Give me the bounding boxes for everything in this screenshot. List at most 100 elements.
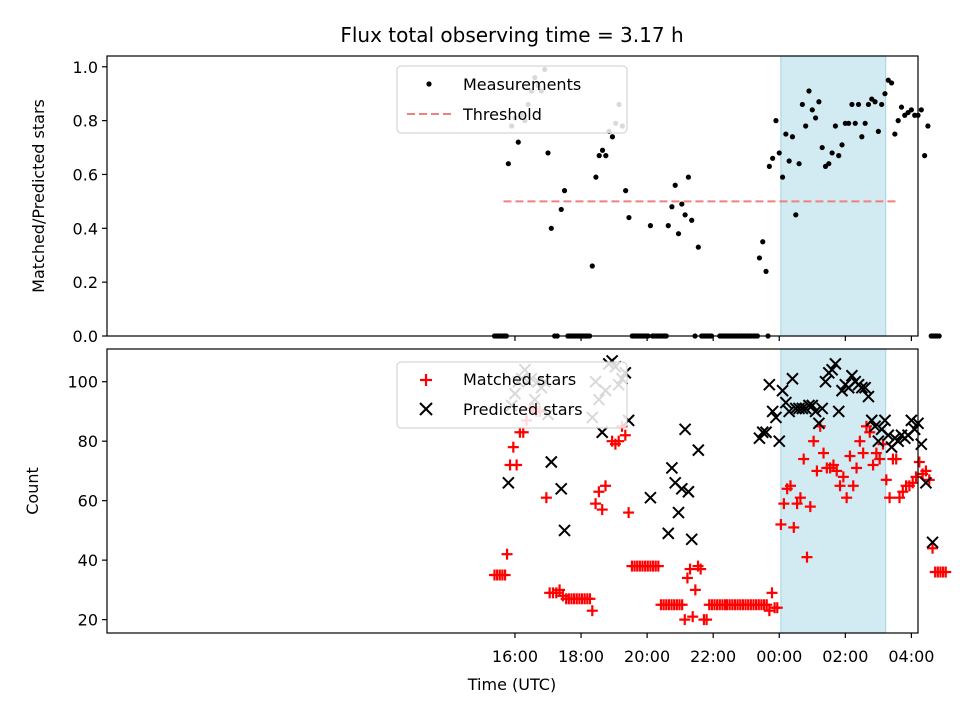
measurements-point [589,263,595,269]
matched-stars-point [593,486,605,498]
measurements-point [849,101,855,108]
matched-stars-point [890,453,902,465]
predicted-stars-point [878,414,892,427]
measurements-point [882,91,888,97]
predicted-stars-point [862,390,875,403]
matched-stars-point [586,605,598,617]
matched-stars-point [818,447,830,459]
measurements-point [689,217,695,223]
predicted-stars-point [595,426,609,439]
measurements-point [599,147,606,153]
measurements-point [623,188,629,194]
matched-stars-point [844,450,856,462]
matched-stars-point [870,447,882,459]
counts-legend: Matched stars Predicted stars [396,361,628,429]
measurements-point [603,153,609,159]
predicted-stars-point [815,402,829,415]
ratio-x-axis [514,336,912,341]
counts-x-axis: 16:00 18:00 20:00 22:00 00:00 02:00 04:00 [492,633,934,666]
measurements-point [875,128,881,134]
predicted-stars-point [776,384,789,397]
measurements-point [789,134,796,140]
matched-stars-point [811,465,823,477]
predicted-stars-point [644,491,657,504]
measurements-point [545,150,551,156]
predicted-stars-point [812,417,826,430]
matched-stars-point [540,492,552,504]
measurements-point [665,223,671,229]
matched-stars-point [841,492,853,504]
predicted-stars-point [832,405,845,418]
measurements-point [796,161,802,167]
counts-legend-box [396,361,628,429]
matched-stars-point [860,420,872,432]
y-tick-label: 0.4 [73,219,98,238]
measurements-legend-marker [426,81,432,87]
counts-y-axis: 20 40 60 80 100 [67,373,107,630]
predicted-stars-point [685,533,698,546]
ratio-y-axis-label: Matched/Predicted stars [29,99,48,293]
matched-stars-point [619,429,631,441]
matched-stars-point [687,611,699,623]
matched-stars-point [801,551,813,563]
predicted-stars-point [763,378,776,391]
measurements-point [756,255,763,261]
predicted-stars-legend-marker [419,402,433,416]
measurements-point [669,204,675,210]
matched-stars-point [827,459,839,471]
predicted-stars-point [502,476,515,490]
measurements-point [505,161,511,167]
measurements-point [816,99,822,105]
measurements-point [892,131,898,137]
measurements-point [826,161,832,167]
matched-stars-point [927,542,939,554]
matched-stars-point [652,560,664,572]
measurements-point [770,155,776,161]
matched-stars-point [910,471,922,483]
measurements-point [925,123,931,129]
x-axis-label: Time (UTC) [467,675,556,694]
predicted-stars-point [545,455,558,469]
measurements-point [675,231,682,237]
measurements-point [859,134,865,140]
measurements-point [862,120,868,126]
x-tick-label: 18:00 [558,647,604,666]
measurements-point [846,120,852,126]
predicted-stars-point [865,414,878,427]
predicted-stars-point [891,434,905,448]
matched-stars-point [681,572,693,584]
measurements-point [879,101,885,108]
matched-stars-point [804,501,816,513]
matched-stars-point [897,486,909,498]
measurements-point [809,107,815,113]
measurements-point [865,101,872,108]
measurements-point [803,123,809,129]
predicted-stars-point [672,506,685,519]
counts-plot-frame [106,348,919,634]
measurements-point [515,139,521,145]
measurements-point [558,206,564,213]
predicted-stars-point [779,396,793,409]
matched-stars-point [701,614,713,626]
matched-stars-point [884,492,896,504]
predicted-stars-point [769,411,783,424]
counts-y-axis-label: Count [23,467,42,515]
predicted-stars-point [809,405,822,418]
measurements-point [548,225,554,231]
measurements-point [783,131,789,137]
matched-stars-point [517,426,529,438]
measurements-point [626,214,632,221]
predicted-stars-point [829,357,842,371]
matched-stars-point [761,599,773,611]
matched-stars-point [854,435,866,447]
measurements-point [852,120,858,126]
predicted-stars-point [855,381,869,394]
matched-stars-point [613,435,625,447]
measurements-point [763,268,769,274]
matched-stars-point [920,465,932,477]
chart-title: Flux total observing time = 3.17 h [340,23,683,47]
matched-stars-point [894,492,906,504]
measurements-legend-label: Measurements [463,75,581,94]
y-tick-label: 20 [78,611,98,630]
